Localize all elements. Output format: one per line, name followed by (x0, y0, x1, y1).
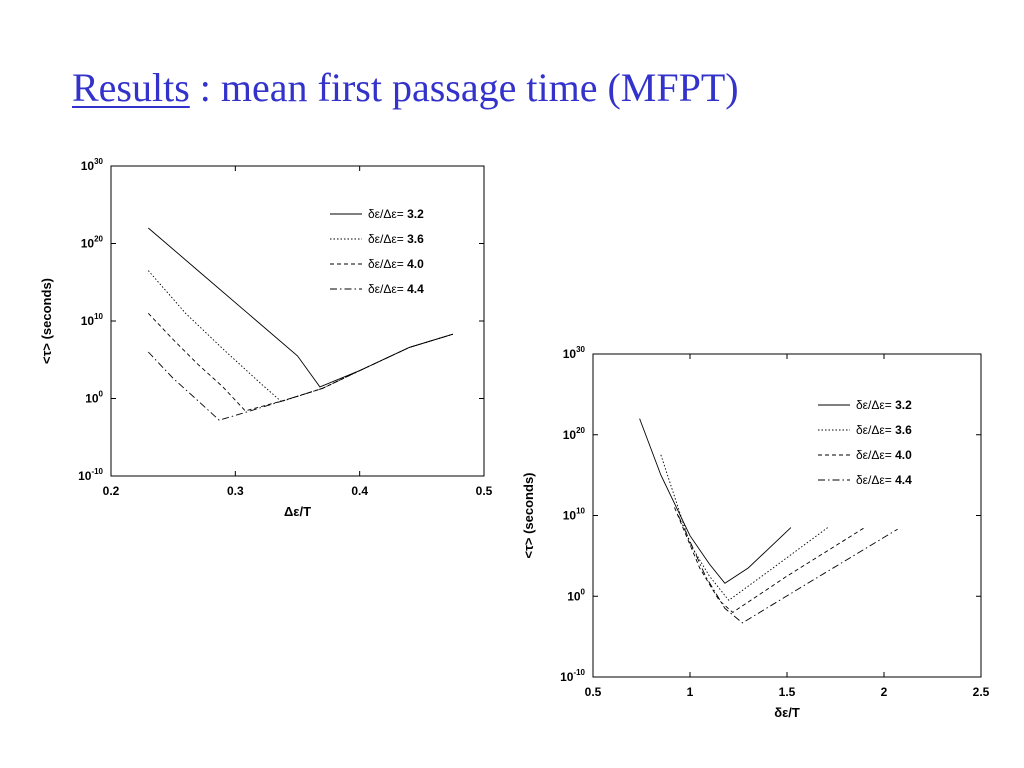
x-tick-label: 2 (881, 685, 888, 699)
slide-title: Results : mean first passage time (MFPT) (72, 68, 739, 108)
x-tick-label: 0.3 (227, 484, 244, 498)
legend-entry: δε/Δε= 4.4 (368, 282, 424, 296)
x-tick-label: 2.5 (973, 685, 990, 699)
x-axis-label: Δε/T (284, 504, 311, 519)
x-tick-label: 0.5 (476, 484, 493, 498)
series-line-4-4 (147, 333, 454, 421)
y-tick-label: 1030 (563, 345, 586, 361)
x-axis-label: δε/T (774, 705, 800, 720)
y-tick-label: 1020 (563, 426, 586, 442)
legend-entry: δε/Δε= 3.6 (368, 232, 424, 246)
series-line-4-4 (677, 515, 898, 624)
y-axis-label: <τ> (seconds) (39, 278, 54, 364)
y-tick-label: 10-10 (78, 467, 103, 483)
legend-entry: δε/Δε= 3.2 (856, 398, 912, 412)
x-tick-label: 0.5 (585, 685, 602, 699)
x-tick-label: 1 (687, 685, 694, 699)
plot-frame (110, 165, 485, 477)
legend-entry: δε/Δε= 4.4 (856, 473, 912, 487)
legend-entry: δε/Δε= 3.2 (368, 207, 424, 221)
y-tick-label: 1030 (81, 157, 104, 173)
legend-entry: δε/Δε= 4.0 (856, 448, 912, 462)
plot-frame (592, 353, 982, 678)
series-line-3-6 (147, 270, 454, 403)
y-tick-label: 10-10 (560, 668, 585, 684)
results-link[interactable]: Results (72, 65, 190, 110)
series-line-3-6 (660, 454, 828, 601)
series-line-4-0 (674, 507, 865, 613)
y-tick-label: 100 (567, 587, 585, 603)
series-line-3-2 (148, 227, 454, 388)
y-tick-label: 1010 (563, 507, 586, 523)
x-tick-label: 1.5 (779, 685, 796, 699)
y-tick-label: 100 (85, 390, 103, 406)
x-tick-label: 0.2 (103, 484, 120, 498)
x-tick-label: 0.4 (351, 484, 368, 498)
y-tick-label: 1020 (81, 235, 104, 251)
y-tick-label: 1010 (81, 312, 104, 328)
legend-entry: δε/Δε= 4.0 (368, 257, 424, 271)
series-line-3-2 (639, 418, 792, 584)
y-axis-label: <τ> (seconds) (521, 473, 536, 559)
legend-entry: δε/Δε= 3.6 (856, 423, 912, 437)
title-rest: : mean first passage time (MFPT) (189, 65, 739, 110)
series-line-4-0 (147, 312, 454, 412)
